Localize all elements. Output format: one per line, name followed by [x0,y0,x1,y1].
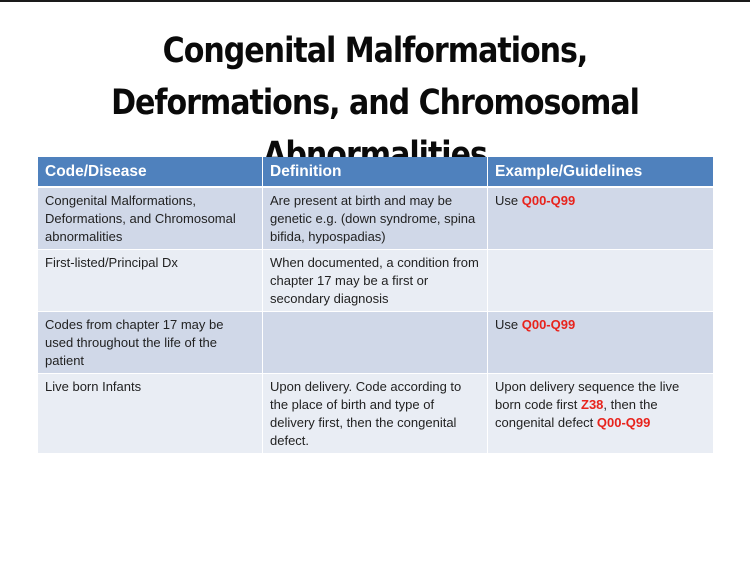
cell-disease: Live born Infants [38,374,263,454]
top-border-line [0,0,750,2]
icd-code-range: Q00-Q99 [521,317,576,332]
slide-title-line-1: Congenital Malformations, [162,31,589,72]
cell-definition: When documented, a condition from chapte… [263,250,488,312]
cell-definition: Upon delivery. Code according to the pla… [263,374,488,454]
table-row: Live born Infants Upon delivery. Code ac… [38,374,713,454]
slide-title-line-2: Deformations, and Chromosomal [111,83,640,124]
icd-code-range: Q00-Q99 [521,193,576,208]
cell-guideline: Use Q00-Q99 [488,188,713,250]
cell-definition [263,312,488,374]
icd-code-z38: Z38 [581,397,604,412]
slide-title: Congenital Malformations, Deformations, … [53,25,698,181]
guideline-text: , then the congenital defect [495,397,658,430]
icd-code-range: Q00-Q99 [596,415,651,430]
table-header-row: Code/Disease Definition Example/Guidelin… [38,157,713,188]
guideline-text: Use [495,193,522,208]
table-row: Congenital Malformations, Deformations, … [38,188,713,250]
cell-disease: Congenital Malformations, Deformations, … [38,188,263,250]
table-row: Codes from chapter 17 may be used throug… [38,312,713,374]
header-example-guidelines: Example/Guidelines [488,157,713,188]
header-code-disease: Code/Disease [38,157,263,188]
cell-guideline: Use Q00-Q99 [488,312,713,374]
cell-disease: Codes from chapter 17 may be used throug… [38,312,263,374]
guideline-text: Use [495,317,522,332]
cell-definition: Are present at birth and may be genetic … [263,188,488,250]
cell-disease: First-listed/Principal Dx [38,250,263,312]
cell-guideline: Upon delivery sequence the live born cod… [488,374,713,454]
cell-guideline [488,250,713,312]
header-definition: Definition [263,157,488,188]
coding-guidelines-table: Code/Disease Definition Example/Guidelin… [38,157,713,454]
table-row: First-listed/Principal Dx When documente… [38,250,713,312]
guideline-text: Upon delivery sequence the live born cod… [495,379,680,412]
